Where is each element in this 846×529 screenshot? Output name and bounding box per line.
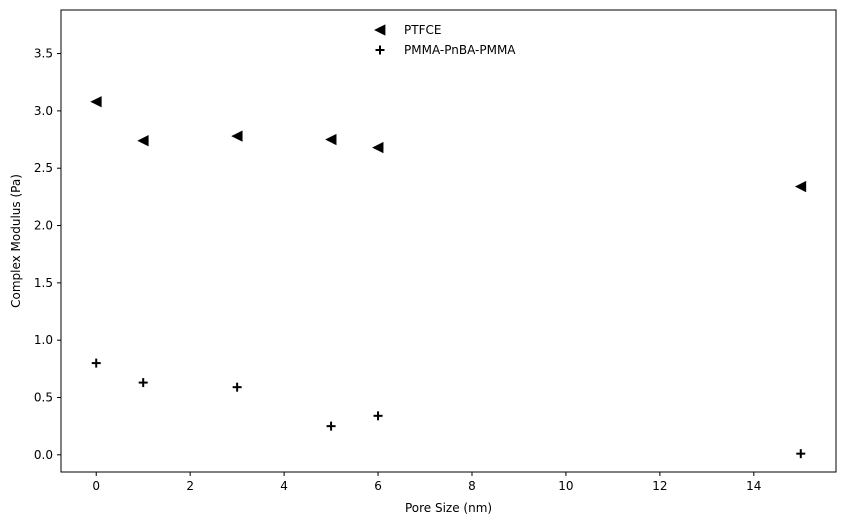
legend: PTFCE PMMA-PnBA-PMMA (374, 23, 516, 57)
y-axis-label: Complex Modulus (Pa) (9, 174, 23, 308)
data-point (326, 421, 336, 431)
plot-layer: 0 2 4 6 8 10 12 14 0.0 0.5 1.0 1.5 2.0 2.5 3.0 3.5 (34, 9, 837, 493)
y-tick-label: 1.0 (34, 333, 53, 347)
plot-frame (60, 9, 837, 473)
data-point (91, 358, 101, 368)
legend-label: PTFCE (404, 23, 441, 37)
data-point (231, 130, 243, 142)
legend-marker (374, 24, 386, 36)
data-point (796, 449, 806, 459)
data-point (373, 411, 383, 421)
data-point (90, 96, 102, 108)
marks-layer (90, 96, 807, 459)
series-pmma-pnba-pmma (91, 358, 806, 459)
y-tick-label: 1.5 (34, 276, 53, 290)
x-tick-label: 2 (186, 479, 194, 493)
x-tick-label: 14 (746, 479, 761, 493)
data-point (794, 180, 807, 193)
y-tick-label: 2.0 (34, 219, 53, 233)
data-point (138, 378, 148, 388)
x-tick-label: 0 (92, 479, 100, 493)
series-ptfce (90, 96, 807, 193)
y-tick-label: 3.0 (34, 104, 53, 118)
y-tick-label: 0.5 (34, 390, 53, 404)
data-point (325, 133, 337, 146)
x-tick-label: 4 (280, 479, 288, 493)
y-tick-label: 2.5 (34, 161, 53, 175)
legend-label: PMMA-PnBA-PMMA (404, 43, 516, 57)
legend-marker (375, 45, 385, 55)
data-point (232, 382, 242, 392)
data-point (137, 135, 149, 147)
x-tick-label: 6 (374, 479, 382, 493)
x-tick-label: 8 (468, 479, 476, 493)
data-point (372, 141, 384, 154)
y-tick-label: 0.0 (34, 448, 53, 462)
x-tick-label: 12 (652, 479, 667, 493)
y-tick-label: 3.5 (34, 47, 53, 61)
x-axis-label: Pore Size (nm) (405, 501, 492, 515)
x-tick-label: 10 (558, 479, 573, 493)
